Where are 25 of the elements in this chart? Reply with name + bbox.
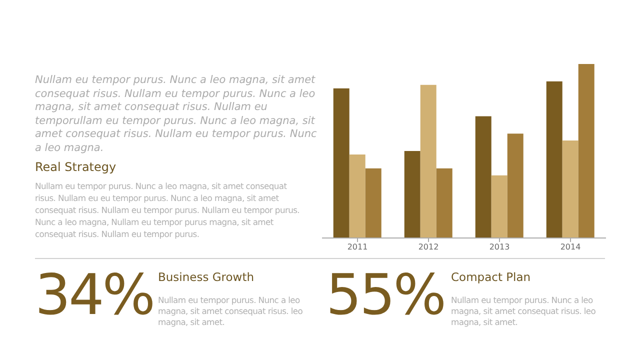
text: Nullam eu tempor purus. Nunc a leo magna, sit amet consequat risus. leo magna, sit amet.: [451, 295, 597, 328]
bar: [562, 140, 578, 238]
bar: [436, 168, 452, 238]
text: Nullam eu tempor purus. Nunc a leo magna, sit amet consequat risus. leo magna, sit amet.: [158, 295, 304, 328]
bar: [333, 88, 350, 238]
text: Business Growth: [158, 270, 254, 284]
bar: [507, 134, 524, 238]
text: Nullam eu tempor purus. Nunc a leo magna, sit amet consequat risus. Nullam eu tempor purus. Nunc a leo magna, sit amet consequat risus. Nullam eu temporullam eu tempor purus. Nunc a leo magna, sit amet consequat risus. Nullam eu tempor purus. Nunc a leo magna.: [35, 74, 318, 155]
bar: [420, 84, 436, 238]
text: Compact Plan: [451, 270, 531, 284]
text: Nullam eu tempor purus. Nunc a leo magna, sit amet consequat risus. Nullam eu eu tempor purus. Nunc a leo magna, sit amet consequat risus. Nullam eu tempor purus. Nullam eu tempor purus. Nunc a leo magna, Nullam eu tempor purus magna, sit amet consequat risus. Nullam eu tempor purus.: [35, 180, 301, 240]
text: 55%: [326, 263, 444, 328]
text: Real Strategy: [35, 160, 116, 174]
text: 34%: [35, 263, 154, 328]
bar: [475, 116, 492, 238]
bar: [491, 175, 508, 238]
bar: [546, 81, 562, 238]
x-tick-label: 2012: [418, 242, 439, 252]
bar: [365, 168, 382, 238]
bar: [349, 154, 366, 238]
x-tick-label: 2011: [347, 242, 368, 252]
bar: [404, 151, 420, 238]
x-tick-label: 2014: [560, 242, 581, 252]
bar: [578, 64, 594, 238]
x-tick-label: 2013: [489, 242, 510, 252]
